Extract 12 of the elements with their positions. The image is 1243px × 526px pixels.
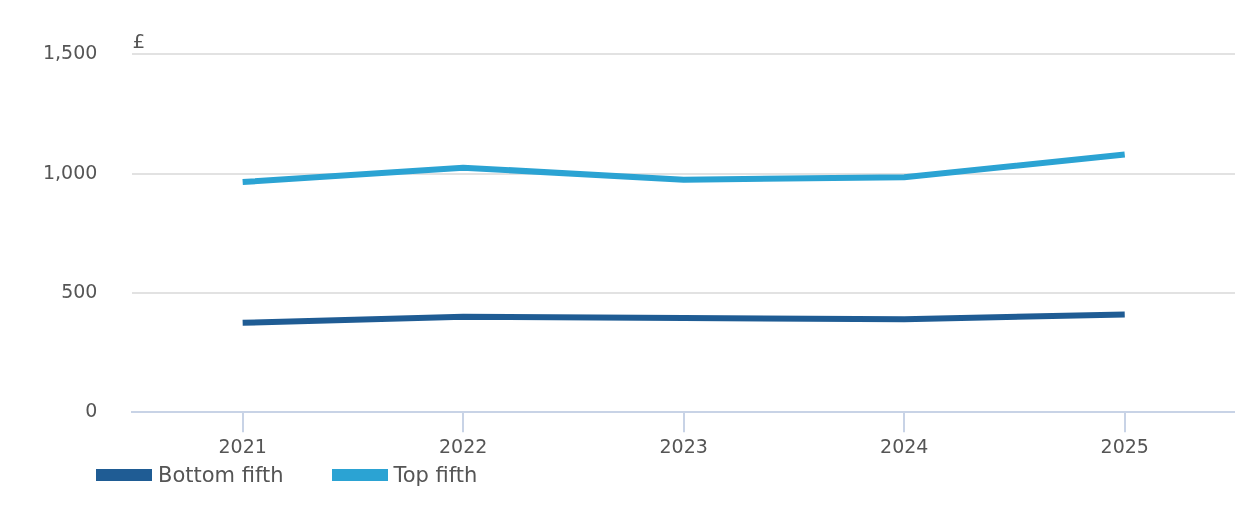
x-tick-label: 2025 (1100, 434, 1149, 457)
x-tick-label: 2024 (880, 434, 929, 457)
y-tick-label: 1,000 (42, 160, 98, 183)
y-tick-label: 0 (85, 399, 98, 422)
x-tick-label: 2023 (659, 434, 708, 457)
y-tick-label: 1,500 (42, 41, 98, 64)
legend-label: Bottom fifth (158, 463, 284, 487)
y-axis-title: £ (132, 28, 146, 53)
x-tick-label: 2022 (439, 434, 488, 457)
y-tick-label: 500 (61, 279, 98, 302)
legend-label: Top fifth (393, 463, 478, 487)
x-tick-label: 2021 (218, 434, 267, 457)
